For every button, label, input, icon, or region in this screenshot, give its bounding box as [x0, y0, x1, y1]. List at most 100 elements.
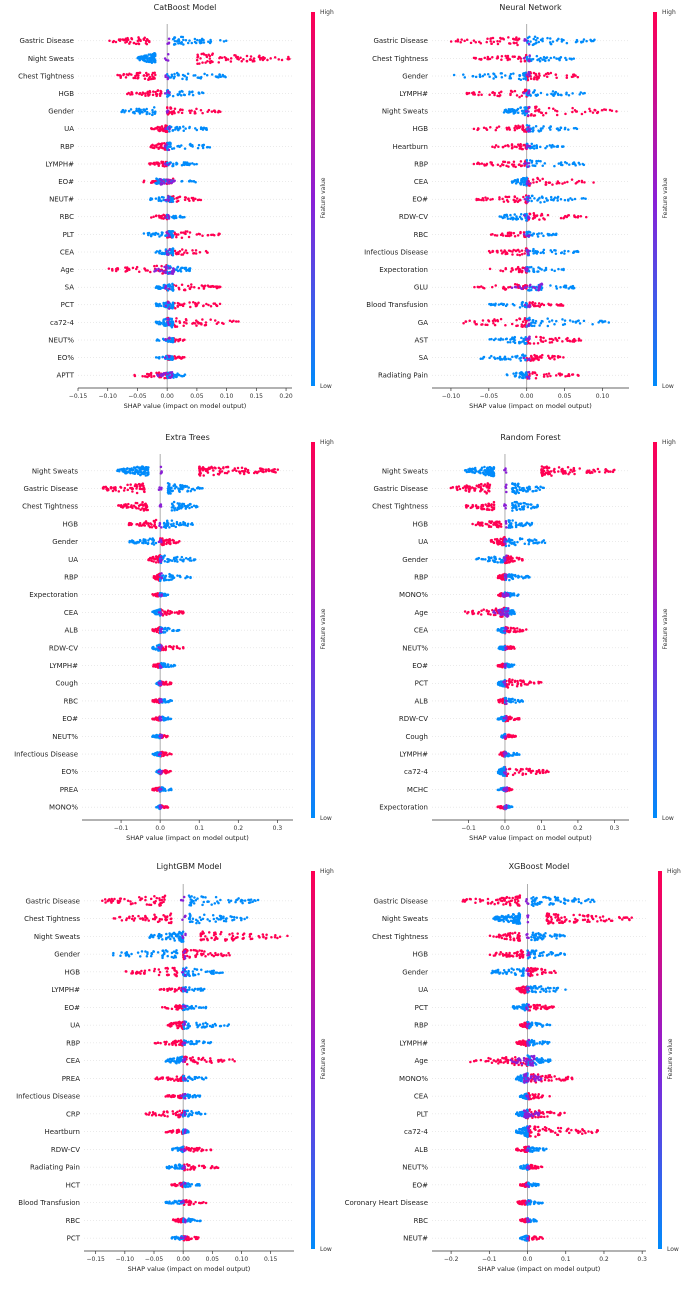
- shap-point: [175, 317, 178, 320]
- shap-point: [179, 94, 183, 97]
- shap-point: [162, 373, 166, 376]
- feature-label: RBC: [60, 213, 75, 221]
- shap-point: [527, 92, 531, 95]
- shap-point: [546, 232, 550, 236]
- shap-point: [165, 265, 169, 269]
- shap-point: [523, 59, 527, 63]
- shap-point: [478, 75, 482, 79]
- shap-point: [159, 665, 163, 668]
- shap-point: [152, 575, 156, 578]
- shap-point: [486, 72, 490, 76]
- shap-point: [158, 573, 162, 577]
- shap-point: [521, 325, 524, 328]
- shap-point: [167, 307, 171, 310]
- shap-point: [184, 127, 187, 130]
- shap-point: [556, 304, 560, 307]
- shap-point: [273, 56, 277, 59]
- shap-point: [532, 71, 536, 75]
- shap-point: [152, 375, 156, 378]
- shap-point: [582, 38, 586, 41]
- shap-point: [566, 198, 570, 201]
- shap-point: [143, 468, 146, 471]
- shap-point: [534, 356, 537, 360]
- shap-point: [524, 53, 528, 57]
- shap-point: [148, 162, 151, 165]
- shap-point: [160, 195, 164, 199]
- shap-point: [527, 125, 530, 129]
- shap-point: [555, 109, 559, 113]
- shap-point: [159, 505, 163, 508]
- shap-point: [151, 233, 155, 236]
- shap-point: [524, 216, 527, 220]
- shap-point: [116, 73, 119, 77]
- shap-point: [578, 93, 581, 96]
- shap-point: [507, 110, 510, 113]
- feature-label: Infectious Disease: [364, 248, 428, 256]
- shap-point: [125, 269, 128, 272]
- shap-point: [539, 338, 542, 342]
- shap-point: [157, 770, 160, 774]
- shap-point: [520, 371, 524, 374]
- shap-point: [173, 509, 176, 512]
- shap-point: [557, 267, 560, 271]
- shap-point: [531, 249, 535, 253]
- shap-point: [137, 482, 141, 486]
- shap-point: [155, 304, 158, 308]
- shap-point: [506, 143, 510, 147]
- shap-point: [164, 770, 167, 774]
- shap-point: [107, 267, 111, 270]
- shap-point: [602, 108, 606, 111]
- shap-point: [547, 354, 550, 358]
- shap-point: [513, 145, 516, 148]
- shap-point: [173, 36, 177, 39]
- shap-point: [597, 321, 600, 324]
- shap-point: [486, 55, 490, 59]
- shap-point: [555, 57, 558, 60]
- shap-point: [535, 214, 539, 217]
- feature-label: RBC: [64, 697, 79, 705]
- shap-point: [510, 216, 514, 219]
- shap-point: [538, 218, 541, 221]
- shap-point: [493, 146, 496, 149]
- shap-point: [474, 56, 478, 60]
- shap-point: [161, 609, 164, 612]
- shap-point: [571, 92, 574, 95]
- shap-point: [572, 57, 576, 60]
- shap-point: [141, 503, 145, 507]
- shap-point: [533, 371, 537, 374]
- shap-point: [155, 751, 158, 755]
- shap-point: [166, 487, 170, 490]
- shap-point: [160, 160, 163, 163]
- shap-point: [536, 235, 540, 238]
- shap-point: [173, 487, 177, 490]
- shap-point: [130, 468, 134, 472]
- shap-point: [172, 500, 176, 504]
- shap-point: [179, 231, 183, 234]
- shap-point: [171, 233, 174, 236]
- shap-point: [562, 38, 565, 42]
- shap-point: [152, 543, 156, 546]
- shap-point: [200, 284, 204, 287]
- feature-label: LYMPH#: [49, 662, 78, 670]
- x-tick-label: 0.10: [220, 393, 234, 400]
- shap-point: [519, 60, 523, 63]
- shap-point: [481, 74, 485, 78]
- shap-point: [580, 112, 584, 116]
- shap-point: [524, 76, 527, 80]
- shap-point: [187, 235, 191, 239]
- shap-point: [264, 468, 268, 471]
- shap-point: [188, 39, 191, 42]
- shap-point: [504, 304, 508, 308]
- shap-point: [553, 91, 557, 94]
- shap-point: [573, 215, 576, 219]
- shap-point: [191, 523, 194, 526]
- shap-point: [196, 53, 199, 56]
- shap-point: [506, 217, 510, 220]
- shap-point: [524, 358, 527, 362]
- shap-point: [152, 717, 155, 721]
- shap-point: [538, 305, 541, 308]
- shap-point: [488, 267, 492, 271]
- shap-point: [188, 287, 192, 290]
- shap-point: [505, 195, 509, 199]
- shap-point: [563, 181, 566, 184]
